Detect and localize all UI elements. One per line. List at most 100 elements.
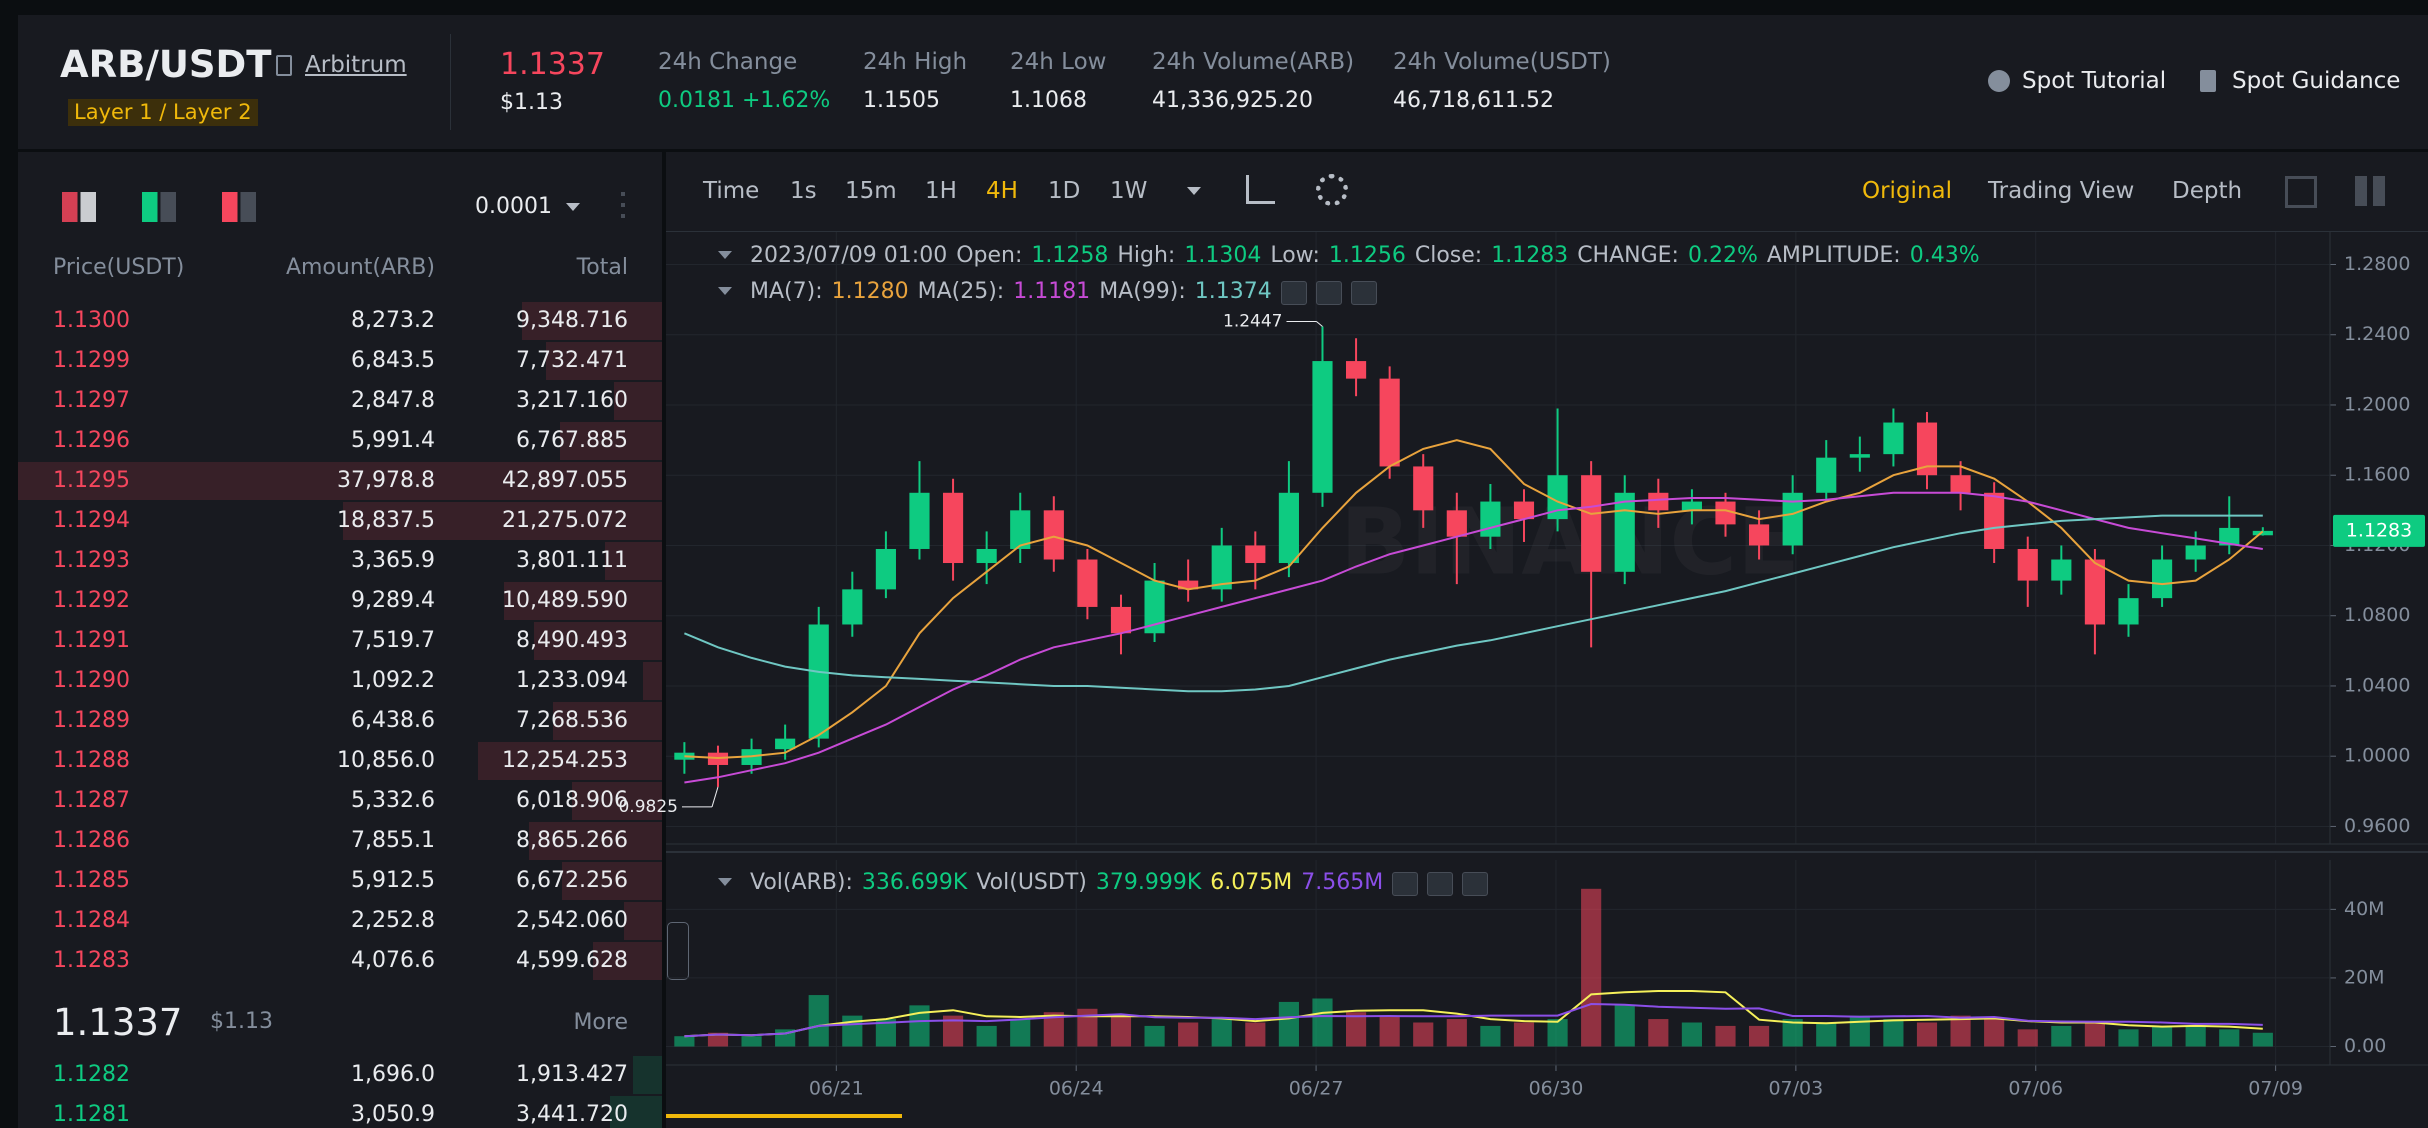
view-tab[interactable]: Depth [2172, 178, 2243, 204]
book-price[interactable]: 1.1287 [53, 788, 130, 813]
interval-caret[interactable] [1187, 187, 1201, 195]
header-link[interactable]: Spot Guidance [2232, 68, 2401, 94]
candle-body [1883, 422, 1904, 455]
book-price[interactable]: 1.1289 [53, 708, 130, 733]
book-price[interactable]: 1.1288 [53, 748, 130, 773]
book-price[interactable]: 1.1283 [53, 948, 130, 973]
view-tab[interactable]: Original [1862, 178, 1953, 204]
book-amount[interactable]: 5,332.6 [351, 788, 435, 813]
indicator-icon[interactable] [1246, 175, 1275, 204]
book-amount[interactable]: 1,092.2 [351, 668, 435, 693]
interval[interactable]: 1s [790, 178, 817, 204]
book-amount[interactable]: 2,252.8 [351, 908, 435, 933]
book-price[interactable]: 1.1300 [53, 308, 130, 333]
book-price[interactable]: 1.1299 [53, 348, 130, 373]
book-mode-bids[interactable] [142, 192, 176, 222]
view-tab[interactable]: Trading View [1988, 178, 2135, 204]
book-amount[interactable]: 2,847.8 [351, 388, 435, 413]
settings-icon[interactable] [1316, 174, 1348, 206]
book-amount[interactable]: 7,519.7 [351, 628, 435, 653]
book-amount[interactable]: 4,076.6 [351, 948, 435, 973]
info-icon[interactable] [1462, 872, 1489, 896]
book-amount[interactable]: 7,855.1 [351, 828, 435, 853]
fullscreen-icon[interactable] [2285, 176, 2317, 208]
book-amount[interactable]: 5,912.5 [351, 868, 435, 893]
more-menu[interactable] [621, 192, 625, 220]
book-total[interactable]: 8,865.266 [516, 828, 628, 853]
book-amount[interactable]: 18,837.5 [337, 508, 435, 533]
interval[interactable]: 4H [986, 178, 1018, 204]
book-total[interactable]: 1,233.094 [516, 668, 628, 693]
header-link[interactable]: Spot Tutorial [2022, 68, 2167, 94]
book-amount[interactable]: 3,365.9 [351, 548, 435, 573]
book-mode-both[interactable] [62, 192, 96, 222]
info-icon[interactable] [1427, 872, 1454, 896]
candle-body [1178, 580, 1199, 590]
book-total[interactable]: 7,732.471 [516, 348, 628, 373]
book-amount[interactable]: 10,856.0 [337, 748, 435, 773]
scrollbar[interactable] [666, 1114, 902, 1118]
interval[interactable]: 1H [925, 178, 957, 204]
book-price[interactable]: 1.1282 [53, 1062, 130, 1087]
book-amount[interactable]: 6,843.5 [351, 348, 435, 373]
book-mode-asks[interactable] [222, 192, 256, 222]
book-total[interactable]: 3,801.111 [516, 548, 628, 573]
interval[interactable]: 1W [1110, 178, 1148, 204]
book-amount[interactable]: 5,991.4 [351, 428, 435, 453]
book-amount[interactable]: 3,050.9 [351, 1102, 435, 1127]
book-total[interactable]: 6,018.906 [516, 788, 628, 813]
info-icon[interactable] [1392, 872, 1419, 896]
candle-body [1413, 466, 1434, 511]
depth-bar [534, 622, 662, 660]
book-price[interactable]: 1.1297 [53, 388, 130, 413]
book-price[interactable]: 1.1296 [53, 428, 130, 453]
book-price[interactable]: 1.1292 [53, 588, 130, 613]
book-price[interactable]: 1.1281 [53, 1102, 130, 1127]
book-amount[interactable]: 6,438.6 [351, 708, 435, 733]
book-price[interactable]: 1.1295 [53, 468, 130, 493]
book-amount[interactable]: 37,978.8 [337, 468, 435, 493]
book-total[interactable]: 1,913.427 [516, 1062, 628, 1087]
book-amount[interactable]: 8,273.2 [351, 308, 435, 333]
layout-icon[interactable] [2355, 176, 2385, 206]
book-price[interactable]: 1.1284 [53, 908, 130, 933]
more-link[interactable]: More [573, 1010, 628, 1035]
book-total[interactable]: 21,275.072 [502, 508, 628, 533]
book-total[interactable]: 12,254.253 [502, 748, 628, 773]
book-total[interactable]: 3,217.160 [516, 388, 628, 413]
book-total[interactable]: 3,441.720 [516, 1102, 628, 1127]
book-total[interactable]: 6,672.256 [516, 868, 628, 893]
book-total[interactable]: 2,542.060 [516, 908, 628, 933]
book-price[interactable]: 1.1286 [53, 828, 130, 853]
network-link[interactable]: Arbitrum [305, 52, 407, 78]
book-total[interactable]: 6,767.885 [516, 428, 628, 453]
interval[interactable]: 1D [1048, 178, 1081, 204]
info-icon[interactable] [1315, 281, 1342, 305]
book-total[interactable]: 10,489.590 [502, 588, 628, 613]
book-price[interactable]: 1.1290 [53, 668, 130, 693]
book-total[interactable]: 9,348.716 [516, 308, 628, 333]
book-total[interactable]: 42,897.055 [502, 468, 628, 493]
collapse-caret[interactable] [718, 287, 732, 295]
book-total[interactable]: 4,599.628 [516, 948, 628, 973]
book-amount[interactable]: 1,696.0 [351, 1062, 435, 1087]
collapse-caret[interactable] [718, 878, 732, 886]
collapse-caret[interactable] [718, 251, 732, 259]
interval[interactable]: 15m [845, 178, 897, 204]
interval[interactable]: Time [703, 178, 760, 204]
book-price[interactable]: 1.1293 [53, 548, 130, 573]
precision[interactable]: 0.0001 [475, 194, 552, 219]
info-label: MA(7): [750, 279, 823, 304]
book-price[interactable]: 1.1294 [53, 508, 130, 533]
info-icon[interactable] [1280, 281, 1307, 305]
book-price[interactable]: 1.1291 [53, 628, 130, 653]
scroll-handle[interactable] [667, 922, 689, 980]
book-total[interactable]: 7,268.536 [516, 708, 628, 733]
volume-bar [2051, 1025, 2072, 1047]
info-label: Vol(USDT) [976, 870, 1087, 895]
book-amount[interactable]: 9,289.4 [351, 588, 435, 613]
tag[interactable]: Layer 1 / Layer 2 [68, 99, 258, 126]
info-icon[interactable] [1350, 281, 1377, 305]
book-price[interactable]: 1.1285 [53, 868, 130, 893]
book-total[interactable]: 8,490.493 [516, 628, 628, 653]
